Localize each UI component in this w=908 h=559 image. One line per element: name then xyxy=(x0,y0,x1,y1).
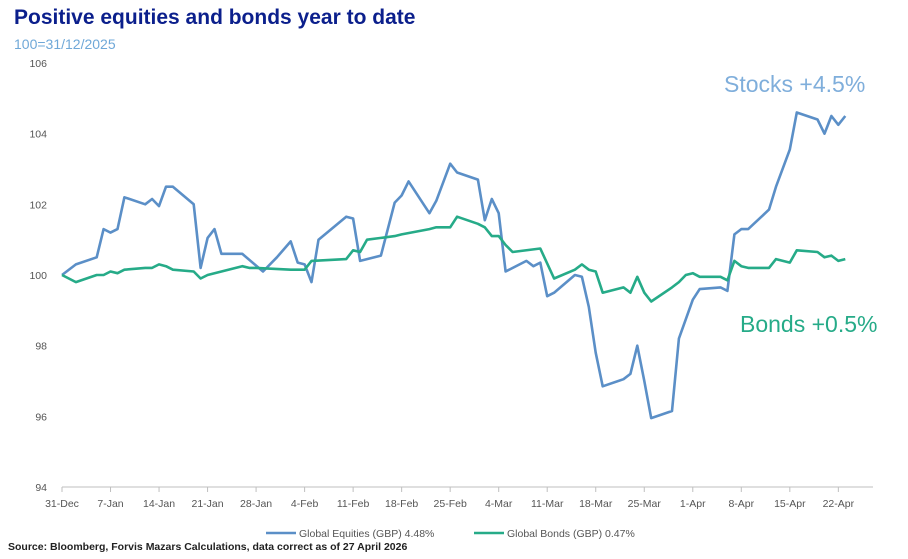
y-tick-label: 96 xyxy=(35,411,47,423)
x-tick-label: 11-Feb xyxy=(337,498,370,510)
x-tick-label: 18-Mar xyxy=(579,498,613,510)
x-tick-label: 28-Jan xyxy=(240,498,272,510)
y-tick-label: 100 xyxy=(29,270,47,282)
x-tick-label: 11-Mar xyxy=(531,498,564,510)
x-tick-label: 31-Dec xyxy=(45,498,79,510)
x-tick-label: 4-Feb xyxy=(291,498,319,510)
x-tick-label: 18-Feb xyxy=(385,498,418,510)
x-tick-label: 21-Jan xyxy=(192,498,224,510)
x-tick-label: 4-Mar xyxy=(485,498,513,510)
series-layer xyxy=(61,111,847,420)
y-tick-label: 102 xyxy=(29,199,47,211)
y-tick-label: 98 xyxy=(35,341,47,353)
x-tick-label: 1-Apr xyxy=(680,498,706,510)
x-tick-label: 22-Apr xyxy=(823,498,855,510)
legend-label-bonds: Global Bonds (GBP) 0.47% xyxy=(507,528,635,540)
annotation-stocks: Stocks +4.5% xyxy=(724,71,865,97)
x-tick-label: 25-Feb xyxy=(434,498,467,510)
y-tick-label: 104 xyxy=(29,129,47,141)
legend: Global Equities (GBP) 4.48% Global Bonds… xyxy=(266,528,635,540)
y-tick-label: 94 xyxy=(35,482,47,494)
series-line-global-equities xyxy=(61,111,847,420)
chart-subtitle: 100=31/12/2025 xyxy=(14,36,116,52)
series-line-global-bonds xyxy=(61,215,846,303)
annotation-bonds: Bonds +0.5% xyxy=(740,311,877,337)
y-axis: 94 96 98 100 102 104 106 xyxy=(29,58,47,494)
legend-label-equities: Global Equities (GBP) 4.48% xyxy=(299,528,434,540)
source-note: Source: Bloomberg, Forvis Mazars Calcula… xyxy=(8,541,408,553)
chart-title: Positive equities and bonds year to date xyxy=(14,6,416,29)
x-tick-label: 15-Apr xyxy=(774,498,806,510)
x-tick-label: 14-Jan xyxy=(143,498,175,510)
x-tick-label: 8-Apr xyxy=(728,498,754,510)
x-axis: 31-Dec 7-Jan 14-Jan 21-Jan 28-Jan 4-Feb 11-Feb… xyxy=(45,486,873,510)
y-tick-label: 106 xyxy=(29,58,47,70)
x-tick-label: 25-Mar xyxy=(628,498,662,510)
x-tick-label: 7-Jan xyxy=(97,498,123,510)
